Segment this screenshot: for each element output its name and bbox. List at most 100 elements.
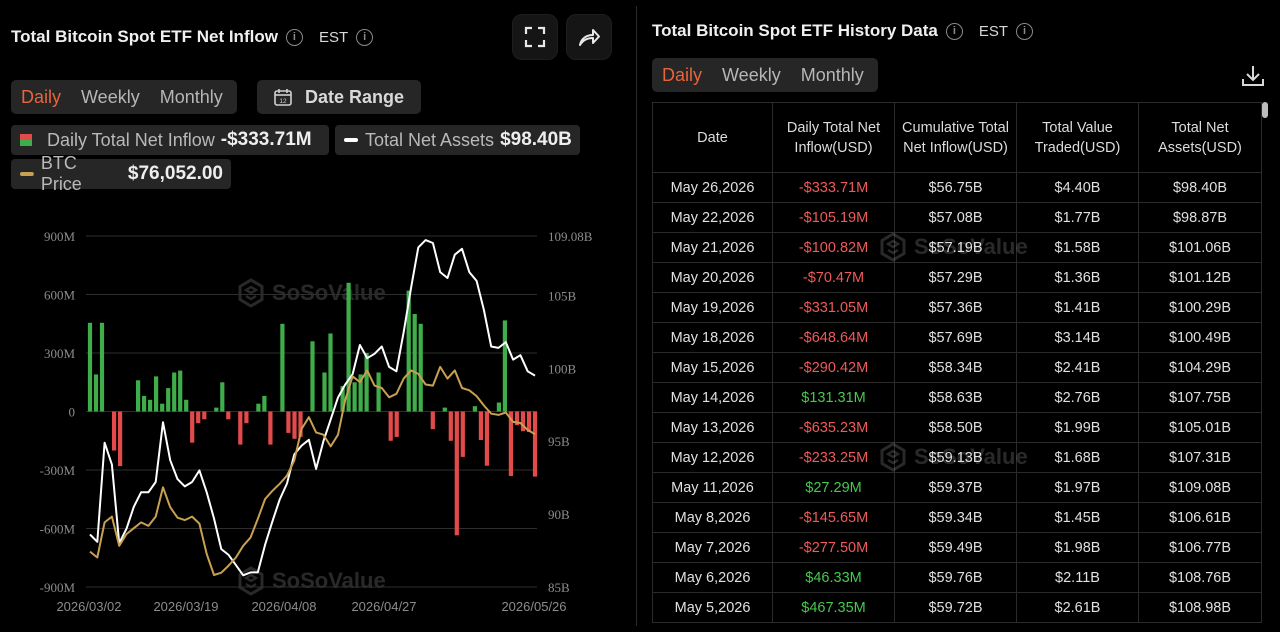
cell-daily-inflow: -$70.47M [772,262,895,293]
cell-value-traded: $1.97B [1016,472,1139,503]
table-scrollbar-thumb[interactable] [1262,102,1268,118]
legend-btc-name: BTC Price [40,153,82,194]
table-row[interactable]: May 6,2026 $46.33M $59.76B $2.11B $108.76B [652,562,1262,593]
cell-daily-inflow: $27.29M [772,472,895,503]
inflow-bar [460,411,465,457]
cell-cumulative: $57.29B [894,262,1017,293]
cell-daily-inflow: -$233.25M [772,442,895,473]
history-period-selector: Daily Weekly Monthly [652,58,878,92]
history-period-weekly[interactable]: Weekly [722,64,781,85]
cell-value-traded: $1.77B [1016,202,1139,233]
history-period-daily[interactable]: Daily [662,64,703,85]
table-row[interactable]: May 19,2026 -$331.05M $57.36B $1.41B $100.29… [652,292,1262,323]
cell-value-traded: $2.76B [1016,382,1139,413]
inflow-bar [310,341,315,412]
cell-date: May 7,2026 [652,532,773,563]
net-inflow-chart[interactable]: 900M 600M 300M 0 -300M -600M -900M 109.08B 105B 1… [0,0,636,632]
timezone-label: EST [318,28,349,46]
timezone-info-icon[interactable]: i [1016,22,1034,40]
fullscreen-button[interactable] [512,14,558,60]
info-icon[interactable]: i [285,28,303,46]
cell-net-assets: $101.12B [1138,262,1262,293]
inflow-bar [526,411,532,432]
cell-net-assets: $106.61B [1138,502,1262,533]
date-range-button[interactable]: 12 Date Range [257,80,421,114]
inflow-bar [298,411,303,437]
y-right-tick-label: 95B [548,434,570,449]
legend-net-assets-name: Total Net Assets [365,129,495,150]
period-monthly[interactable]: Monthly [159,86,223,107]
cell-cumulative: $59.34B [894,502,1017,533]
cell-cumulative: $58.34B [894,352,1017,383]
net-assets-legend-swatch [344,138,358,142]
inflow-bar [172,372,177,412]
period-daily[interactable]: Daily [21,86,62,107]
inflow-bar [388,411,393,441]
table-row[interactable]: May 12,2026 -$233.25M $59.13B $1.68B $107.31… [652,442,1262,473]
svg-text:12: 12 [279,98,287,105]
cell-cumulative: $59.37B [894,472,1017,503]
inflow-bar [154,376,159,412]
cell-value-traded: $1.99B [1016,412,1139,443]
inflow-bar [148,399,153,412]
share-button[interactable] [566,14,612,60]
y-left-tick-label: 300M [44,346,76,361]
table-row[interactable]: May 13,2026 -$635.23M $58.50B $1.99B $105.01… [652,412,1262,443]
btc-price-line [89,365,536,576]
cell-net-assets: $108.76B [1138,562,1262,593]
table-row[interactable]: May 22,2026 -$105.19M $57.08B $1.77B $98.87B [652,202,1262,233]
cell-value-traded: $4.40B [1016,172,1139,203]
inflow-bar [214,407,219,412]
table-row[interactable]: May 14,2026 $131.31M $58.63B $2.76B $107.75B [652,382,1262,413]
period-weekly[interactable]: Weekly [81,86,140,107]
legend-btc-price[interactable]: BTC Price $76,052.00 [11,153,231,194]
share-icon [579,29,600,46]
cell-net-assets: $108.98B [1138,592,1262,623]
table-row[interactable]: May 11,2026 $27.29M $59.37B $1.97B $109.08B [652,472,1262,503]
table-row[interactable]: May 21,2026 -$100.82M $57.19B $1.58B $101.06… [652,232,1262,263]
inflow-bar [244,411,249,424]
history-timezone-label: EST [978,22,1009,40]
inflow-bar [226,411,231,420]
table-row[interactable]: May 8,2026 -$145.65M $59.34B $1.45B $106.61B [652,502,1262,533]
timezone-info-icon[interactable]: i [356,28,374,46]
cell-value-traded: $1.45B [1016,502,1139,533]
inflow-bar [184,399,189,412]
net-inflow-title-row: Total Bitcoin Spot ETF Net Inflow i EST … [11,27,374,47]
inflow-bar [202,411,207,420]
inflow-bar [448,411,453,441]
table-row[interactable]: May 26,2026 -$333.71M $56.75B $4.40B $98.40B [652,172,1262,203]
table-header-row: Date Daily Total Net Inflow(USD) Cumulat… [652,102,1262,173]
cell-value-traded: $2.41B [1016,352,1139,383]
table-row[interactable]: May 15,2026 -$290.42M $58.34B $2.41B $104.29… [652,352,1262,383]
legend-btc-value: $76,052.00 [127,163,223,184]
cell-daily-inflow: -$648.64M [772,322,895,353]
cell-cumulative: $57.36B [894,292,1017,323]
cell-date: May 13,2026 [652,412,773,443]
table-row[interactable]: May 7,2026 -$277.50M $59.49B $1.98B $106.77B [652,532,1262,563]
legend-net-assets[interactable]: Total Net Assets $98.40B [335,125,580,155]
legend-net-assets-value: $98.40B [500,129,572,150]
table-row[interactable]: May 5,2026 $467.35M $59.72B $2.61B $108.98B [652,592,1262,623]
inflow-bar [532,411,538,477]
history-table: Date Daily Total Net Inflow(USD) Cumulat… [652,102,1262,623]
cell-cumulative: $58.63B [894,382,1017,413]
date-range-label: Date Range [305,86,405,107]
inflow-bar [376,372,381,412]
inflow-bar [520,411,526,432]
history-title-row: Total Bitcoin Spot ETF History Data i ES… [652,21,1034,41]
cell-date: May 21,2026 [652,232,773,263]
cell-cumulative: $59.49B [894,532,1017,563]
net-inflow-panel: Total Bitcoin Spot ETF Net Inflow i EST … [0,0,636,632]
inflow-bar [190,411,195,443]
info-icon[interactable]: i [945,22,963,40]
table-row[interactable]: May 20,2026 -$70.47M $57.29B $1.36B $101.12B [652,262,1262,293]
cell-net-assets: $101.06B [1138,232,1262,263]
download-icon[interactable] [1240,64,1266,88]
inflow-bar [322,372,327,412]
history-period-monthly[interactable]: Monthly [800,64,864,85]
history-table-container[interactable]: Date Daily Total Net Inflow(USD) Cumulat… [652,102,1262,628]
inflow-bar [454,411,459,536]
table-row[interactable]: May 18,2026 -$648.64M $57.69B $3.14B $100.49… [652,322,1262,353]
legend-inflow[interactable]: Daily Total Net Inflow -$333.71M [11,125,329,155]
